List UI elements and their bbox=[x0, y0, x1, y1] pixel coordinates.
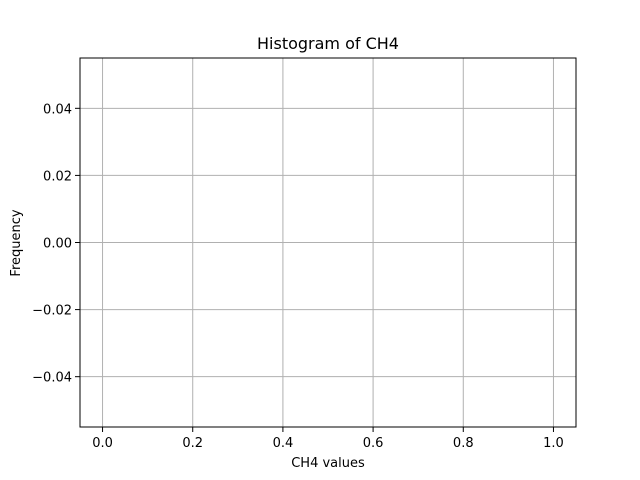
y-tick-label: 0.04 bbox=[43, 102, 72, 117]
y-axis-label: Frequency bbox=[9, 209, 24, 276]
plot-area bbox=[79, 57, 577, 428]
y-tick-label: −0.02 bbox=[32, 304, 72, 319]
x-tick-label: 1.0 bbox=[543, 436, 564, 451]
x-tick-label: 0.4 bbox=[273, 436, 294, 451]
x-tick-label: 0.2 bbox=[182, 436, 203, 451]
x-axis-label: CH4 values bbox=[291, 456, 365, 471]
x-tick-label: 0.6 bbox=[363, 436, 384, 451]
y-tick-label: −0.04 bbox=[32, 371, 72, 386]
axis-ticks: 0.0 0.2 0.4 0.6 0.8 1.0 −0.04 −0.02 0.00 0.02 0.04 bbox=[32, 102, 564, 451]
y-tick-label: 0.00 bbox=[43, 237, 72, 252]
y-tick-label: 0.02 bbox=[43, 169, 72, 184]
x-tick-label: 0.0 bbox=[92, 436, 113, 451]
grid-lines bbox=[80, 58, 576, 427]
chart-title: Histogram of CH4 bbox=[257, 34, 399, 53]
x-tick-label: 0.8 bbox=[453, 436, 474, 451]
